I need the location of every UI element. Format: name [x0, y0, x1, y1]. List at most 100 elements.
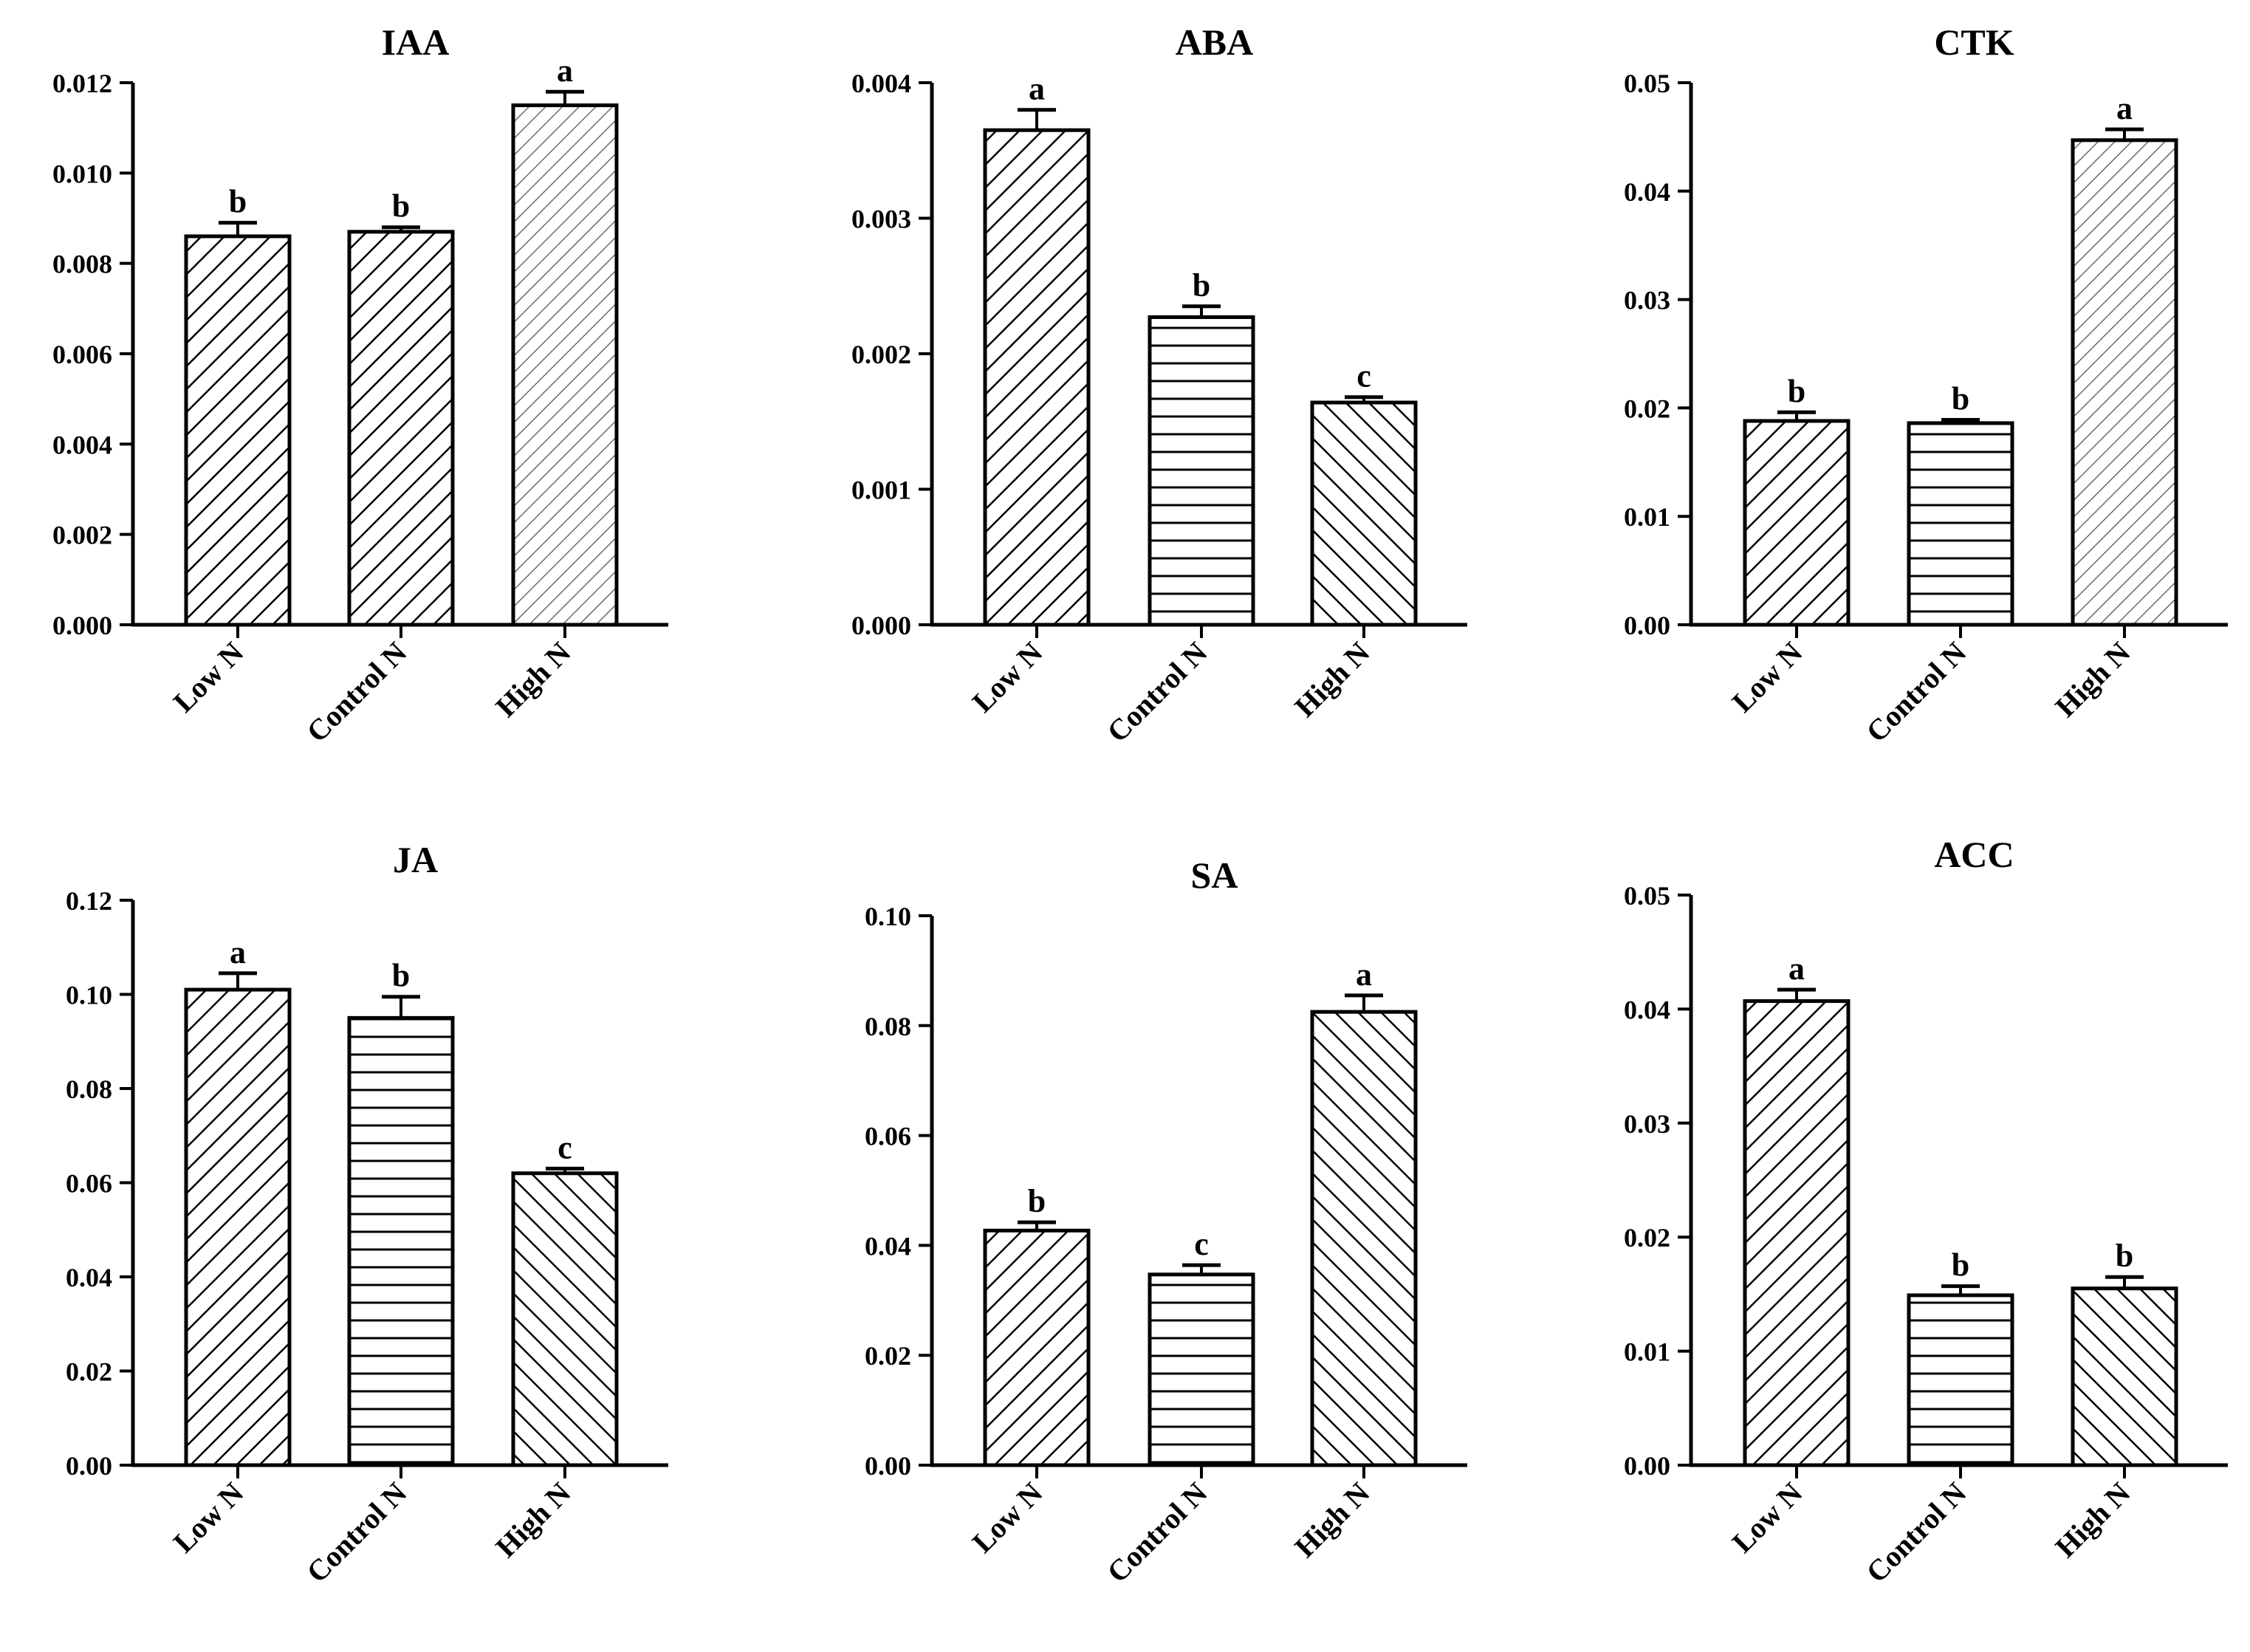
significance-letter: a [1029, 71, 1045, 107]
x-tick-label: High N [2048, 1476, 2136, 1563]
y-tick-label: 0.04 [1624, 177, 1670, 207]
bar [1907, 1293, 2014, 1467]
bar [511, 103, 619, 627]
significance-letter: b [1788, 373, 1805, 409]
y-tick-label: 0.002 [52, 521, 112, 550]
x-tick-label: Control N [300, 1476, 413, 1588]
y-tick-label: 0.03 [1624, 1109, 1670, 1139]
x-tick-label: Control N [1100, 1476, 1213, 1588]
significance-letter: a [557, 52, 573, 89]
y-tick-label: 0.004 [851, 69, 911, 98]
x-tick-label: High N [1288, 635, 1376, 723]
x-tick-label: Control N [1859, 1476, 1972, 1588]
significance-letter: b [1028, 1183, 1046, 1219]
significance-letter: c [1194, 1226, 1209, 1262]
panel-acc: ACC 0.00 0.01 0.02 0.03 0.04 0.05 a Low N b Contr… [1624, 834, 2228, 1589]
y-tick-label: 0.08 [865, 1012, 911, 1041]
x-tick-label: Low N [966, 1476, 1049, 1559]
panel-sa: SA 0.00 0.02 0.04 0.06 0.08 0.10 b Low N c Contro… [865, 854, 1467, 1589]
bar [347, 1015, 455, 1467]
bar [1743, 999, 1851, 1467]
panel-aba: ABA 0.000 0.001 0.002 0.003 0.004 a Low N b Cont… [851, 21, 1467, 749]
y-tick-label: 0.02 [865, 1341, 911, 1371]
x-tick-label: High N [2048, 635, 2136, 723]
y-tick-label: 0.003 [851, 205, 911, 234]
significance-letter: b [229, 184, 247, 220]
bar [1743, 419, 1851, 627]
y-tick-label: 0.10 [66, 981, 112, 1010]
significance-letter: a [2116, 90, 2133, 126]
y-tick-label: 0.10 [865, 902, 911, 931]
significance-letter: a [1356, 956, 1372, 993]
y-tick-label: 0.01 [1624, 502, 1670, 532]
panel-ja: JA 0.00 0.02 0.04 0.06 0.08 0.10 0.12 a Low N b Co… [66, 839, 668, 1589]
bar [1148, 1272, 1255, 1467]
x-tick-label: Control N [1100, 635, 1213, 748]
bar [184, 987, 292, 1467]
y-tick-label: 0.06 [865, 1122, 911, 1151]
bar [184, 234, 292, 627]
panel-title: JA [393, 839, 438, 880]
bar [1148, 315, 1255, 627]
bar [1310, 1010, 1418, 1467]
y-tick-label: 0.02 [1624, 1223, 1670, 1252]
y-tick-label: 0.06 [66, 1169, 112, 1199]
bar [983, 1228, 1091, 1467]
y-tick-label: 0.02 [1624, 394, 1670, 423]
x-tick-label: Low N [966, 635, 1049, 719]
y-tick-label: 0.00 [865, 1451, 911, 1481]
y-tick-label: 0.00 [1624, 1451, 1670, 1481]
significance-letter: b [1193, 267, 1210, 304]
x-tick-label: Low N [1726, 635, 1809, 719]
x-tick-label: Low N [1726, 1476, 1809, 1559]
panel-iaa: IAA 0.000 0.002 0.004 0.006 0.008 0.010 0.012 b… [52, 21, 668, 749]
panel-title: IAA [382, 21, 450, 63]
x-tick-label: Low N [167, 1476, 250, 1559]
y-tick-label: 0.002 [851, 340, 911, 369]
y-tick-label: 0.05 [1624, 69, 1670, 98]
y-tick-label: 0.000 [52, 611, 112, 640]
y-tick-label: 0.012 [52, 69, 112, 98]
significance-letter: b [1952, 381, 1969, 417]
x-tick-label: Control N [300, 635, 413, 748]
panel-title: CTK [1934, 21, 2014, 63]
x-tick-label: Low N [167, 635, 250, 719]
y-tick-label: 0.001 [851, 476, 911, 505]
y-tick-label: 0.008 [52, 250, 112, 279]
significance-letter: a [1788, 950, 1805, 987]
x-tick-label: High N [489, 1476, 577, 1563]
y-tick-label: 0.02 [66, 1357, 112, 1387]
significance-letter: b [392, 188, 410, 225]
y-tick-label: 0.04 [1624, 995, 1670, 1024]
y-tick-label: 0.03 [1624, 286, 1670, 315]
x-tick-label: Control N [1859, 635, 1972, 748]
bar [2071, 1286, 2178, 1467]
bar [983, 128, 1091, 627]
y-tick-label: 0.04 [66, 1263, 112, 1292]
bar [1310, 400, 1418, 627]
y-tick-label: 0.08 [66, 1075, 112, 1104]
bar [511, 1171, 619, 1467]
significance-letter: c [1356, 358, 1371, 394]
panel-ctk: CTK 0.00 0.01 0.02 0.03 0.04 0.05 b Low N b Contr… [1624, 21, 2228, 749]
panel-title: ACC [1934, 834, 2014, 875]
y-tick-label: 0.00 [1624, 611, 1670, 640]
y-tick-label: 0.05 [1624, 881, 1670, 911]
significance-letter: b [2116, 1238, 2133, 1274]
y-tick-label: 0.00 [66, 1451, 112, 1481]
significance-letter: b [1952, 1247, 1969, 1283]
y-tick-label: 0.000 [851, 611, 911, 640]
x-tick-label: High N [1288, 1476, 1376, 1563]
y-tick-label: 0.04 [865, 1231, 911, 1261]
y-tick-label: 0.01 [1624, 1337, 1670, 1367]
x-tick-label: High N [489, 635, 577, 723]
panel-title: ABA [1176, 21, 1254, 63]
bar [1907, 421, 2014, 627]
significance-letter: a [230, 934, 246, 970]
bar [347, 230, 455, 627]
y-tick-label: 0.12 [66, 886, 112, 916]
significance-letter: c [558, 1129, 572, 1165]
y-tick-label: 0.010 [52, 159, 112, 188]
bar [2071, 138, 2178, 627]
